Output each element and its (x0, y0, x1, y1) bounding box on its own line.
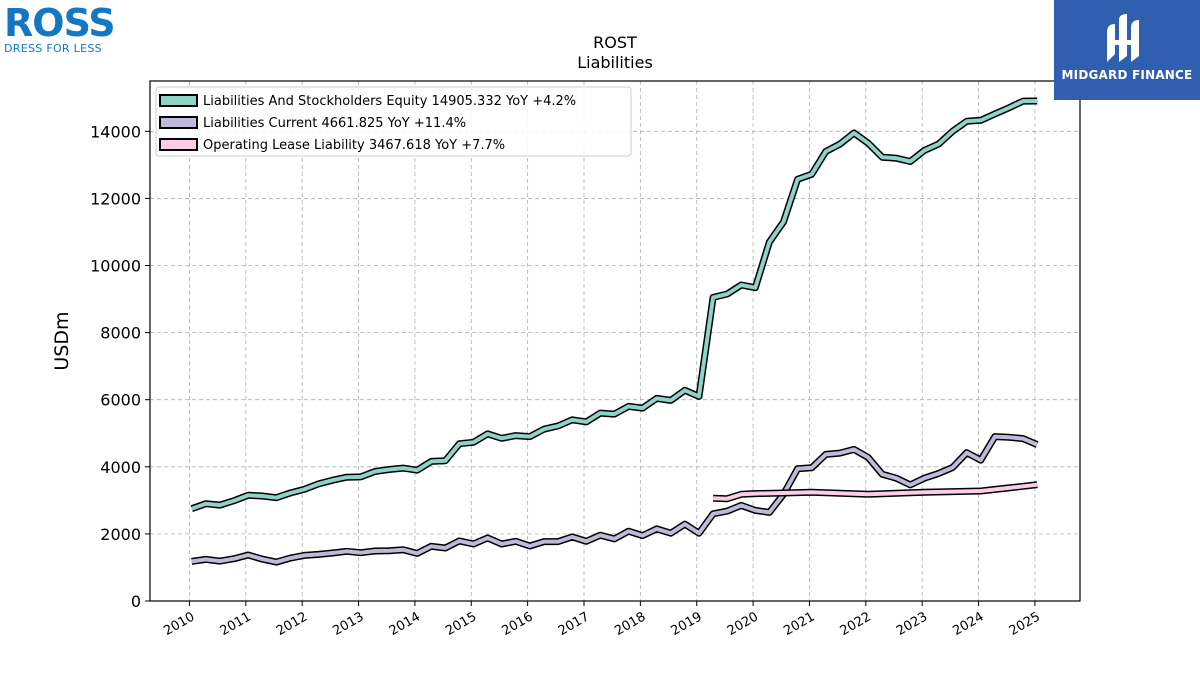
series-lines (190, 97, 1039, 566)
y-tick-label: 0 (131, 592, 141, 611)
chart-title: ROST (593, 33, 637, 52)
legend-entry-label: Liabilities Current 4661.825 YoY +11.4% (203, 116, 466, 131)
legend[interactable]: Liabilities And Stockholders Equity 1490… (155, 86, 632, 157)
series-line (191, 99, 1038, 511)
y-axis-label: USDm (51, 311, 73, 370)
gridlines (150, 81, 1080, 602)
legend-swatch (159, 116, 198, 129)
x-tick-label: 2013 (330, 609, 366, 639)
y-axis: 0 2000 4000 6000 8000 10000 12000 14000 (90, 122, 150, 611)
x-tick-label: 2022 (838, 609, 874, 639)
x-tick-label: 2012 (274, 609, 310, 639)
x-tick-label: 2017 (556, 609, 592, 639)
midgard-logo-icon (1107, 14, 1139, 62)
y-tick-label: 14000 (90, 122, 141, 141)
logo-tagline: DRESS FOR LESS (4, 42, 102, 55)
ross-logo: ROSS DRESS FOR LESS (4, 4, 134, 56)
y-tick-label: 8000 (100, 324, 141, 343)
y-tick-label: 12000 (90, 189, 141, 208)
legend-entry-label: Operating Lease Liability 3467.618 YoY +… (203, 138, 505, 153)
x-tick-label: 2011 (218, 609, 254, 639)
y-tick-label: 10000 (90, 257, 141, 276)
x-tick-label: 2010 (161, 609, 197, 639)
logo-wordmark: ROSS (4, 1, 116, 45)
x-tick-label: 2018 (612, 609, 648, 639)
legend-swatch (159, 94, 198, 107)
chart-subtitle: Liabilities (577, 53, 653, 72)
x-tick-label: 2016 (499, 609, 535, 639)
x-tick-label: 2025 (1007, 609, 1043, 639)
series-line (713, 482, 1038, 501)
series-outline (191, 433, 1039, 566)
y-tick-label: 2000 (100, 525, 141, 544)
series-line (191, 434, 1038, 565)
x-tick-label: 2024 (950, 609, 986, 639)
x-axis: 2010 2011 2012 2013 2014 2015 2016 2017 2018 2019… (161, 601, 1043, 639)
x-tick-label: 2023 (894, 609, 930, 639)
y-tick-label: 4000 (100, 458, 141, 477)
x-tick-label: 2021 (781, 609, 817, 639)
legend-swatch (159, 138, 198, 151)
legend-box (155, 86, 632, 157)
plot-area-frame (149, 80, 1081, 602)
x-tick-label: 2015 (443, 609, 479, 639)
badge-label: MIDGARD FINANCE (1061, 68, 1193, 82)
y-tick-label: 6000 (100, 391, 141, 410)
x-tick-label: 2014 (387, 609, 423, 639)
midgard-finance-badge: MIDGARD FINANCE (1054, 0, 1200, 100)
legend-entry-label: Liabilities And Stockholders Equity 1490… (203, 94, 576, 109)
x-tick-label: 2019 (669, 609, 705, 639)
x-tick-label: 2020 (725, 609, 761, 639)
